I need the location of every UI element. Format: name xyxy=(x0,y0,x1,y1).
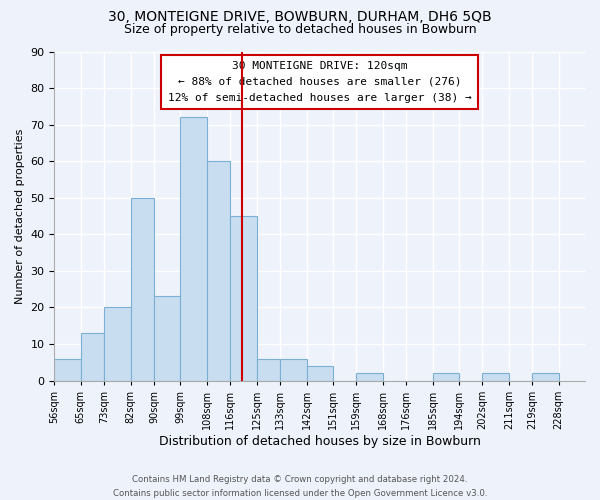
Bar xyxy=(181,118,207,380)
Bar xyxy=(131,198,154,380)
X-axis label: Distribution of detached houses by size in Bowburn: Distribution of detached houses by size … xyxy=(159,434,481,448)
Bar xyxy=(207,161,230,380)
Text: 30 MONTEIGNE DRIVE: 120sqm
← 88% of detached houses are smaller (276)
12% of sem: 30 MONTEIGNE DRIVE: 120sqm ← 88% of deta… xyxy=(168,62,472,102)
Bar xyxy=(307,366,333,380)
Bar xyxy=(280,358,307,380)
Text: Contains HM Land Registry data © Crown copyright and database right 2024.
Contai: Contains HM Land Registry data © Crown c… xyxy=(113,476,487,498)
Bar xyxy=(154,296,181,380)
Bar xyxy=(104,308,131,380)
Bar xyxy=(55,358,81,380)
Bar xyxy=(532,373,559,380)
Bar xyxy=(482,373,509,380)
Bar xyxy=(230,216,257,380)
Bar xyxy=(356,373,383,380)
Text: 30, MONTEIGNE DRIVE, BOWBURN, DURHAM, DH6 5QB: 30, MONTEIGNE DRIVE, BOWBURN, DURHAM, DH… xyxy=(108,10,492,24)
Bar xyxy=(257,358,280,380)
Text: Size of property relative to detached houses in Bowburn: Size of property relative to detached ho… xyxy=(124,22,476,36)
Y-axis label: Number of detached properties: Number of detached properties xyxy=(15,128,25,304)
Bar xyxy=(433,373,459,380)
Bar xyxy=(81,333,104,380)
